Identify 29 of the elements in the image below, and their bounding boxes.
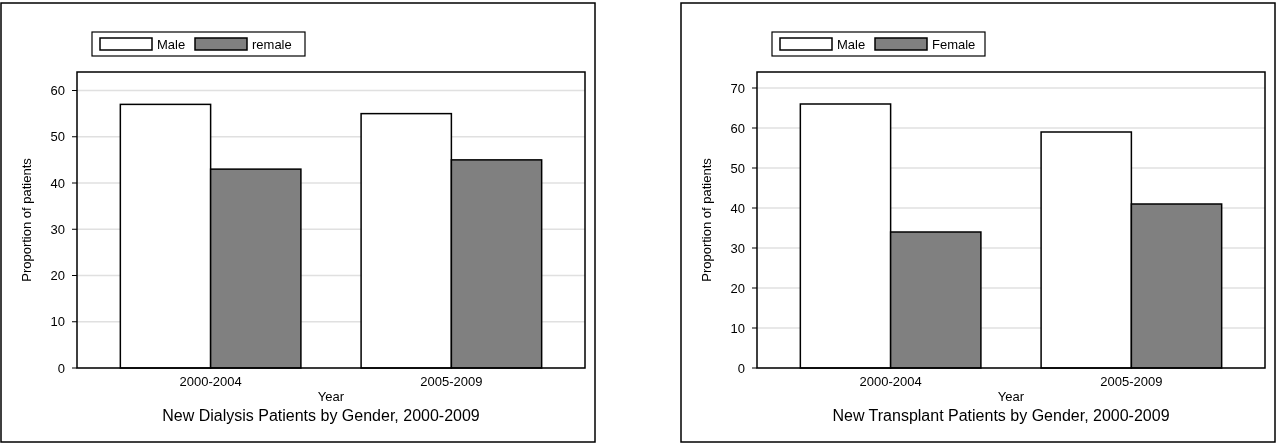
legend-label: Female [932, 36, 976, 52]
y-tick-label: 20 [50, 268, 65, 284]
x-axis-title: Year [317, 389, 345, 404]
y-tick-label: 30 [730, 240, 745, 256]
y-tick-label: 40 [730, 200, 745, 216]
text: New Transplant Patients by Gender, 2000-2009 [832, 407, 1170, 424]
x-axis-title: Year [997, 389, 1025, 404]
y-tick-label: 40 [50, 175, 65, 191]
y-tick-label: 20 [730, 280, 745, 296]
y-tick-label: 10 [50, 314, 65, 330]
x-tick-label: 2000-2004 [859, 374, 922, 389]
y-tick-label: 10 [730, 320, 745, 336]
y-tick-label: 50 [50, 129, 65, 145]
y-tick-label: 60 [730, 120, 745, 136]
x-tick-label: 2000-2004 [179, 374, 242, 389]
legend-label: remale [252, 36, 292, 52]
y-tick-label: 0 [57, 360, 65, 376]
legend-label: Male [837, 36, 866, 52]
y-tick-label: 70 [730, 80, 745, 96]
text: New Dialysis Patients by Gender, 2000-2009 [162, 407, 480, 424]
x-tick-label: 2005-2009 [1100, 374, 1163, 389]
x-tick-label: 2005-2009 [420, 374, 483, 389]
y-tick-label: 60 [50, 83, 65, 99]
y-tick-label: 30 [50, 221, 65, 237]
y-axis-title: Proportion of patients [699, 157, 714, 282]
y-tick-label: 50 [730, 160, 745, 176]
legend-label: Male [157, 36, 186, 52]
y-axis-title: Proportion of patients [19, 157, 34, 282]
y-tick-label: 0 [737, 360, 745, 376]
